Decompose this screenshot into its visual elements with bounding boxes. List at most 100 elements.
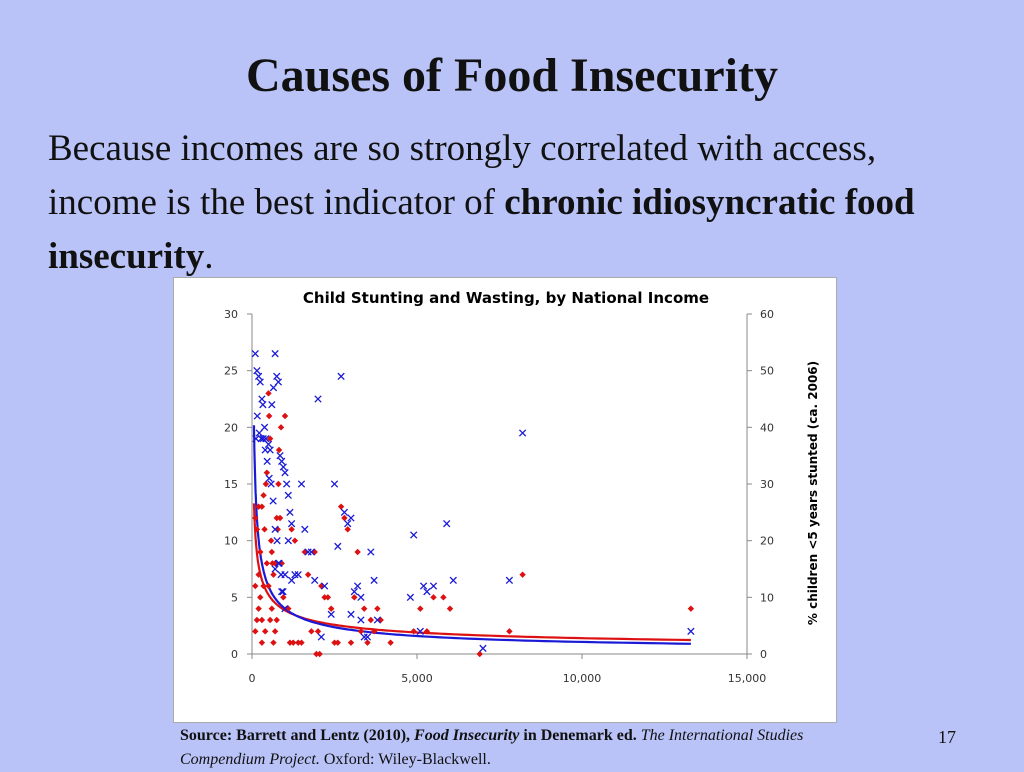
x-marker [278, 588, 286, 596]
x-marker [317, 633, 325, 641]
diamond-marker [261, 526, 268, 533]
diamond-marker [374, 605, 381, 612]
x-marker [259, 401, 267, 409]
diamond-marker [351, 594, 358, 601]
x-tick-label: 10,000 [563, 672, 602, 685]
body-text-intro: Because incomes are so strongly correlat… [48, 128, 877, 223]
diamond-marker [308, 628, 315, 635]
x-marker [273, 537, 281, 545]
diamond-marker [273, 514, 280, 522]
source-title: Food Insecurity [414, 727, 520, 744]
x-marker [271, 525, 279, 533]
x-marker [360, 633, 368, 641]
x-marker [259, 435, 267, 443]
diamond-marker [687, 605, 695, 612]
diamond-marker [367, 616, 374, 624]
x-marker [304, 548, 312, 556]
x-marker [423, 588, 431, 596]
y-tick-label: 0 [231, 648, 238, 661]
diamond-marker [440, 594, 447, 601]
diamond-marker [262, 480, 270, 488]
body-text-end: . [204, 236, 214, 277]
x-marker [357, 616, 365, 624]
x-marker [443, 520, 451, 528]
diamond-marker [347, 639, 355, 646]
x-marker [357, 593, 365, 601]
diamond-marker [257, 594, 264, 601]
x-marker [254, 372, 263, 380]
diamond-marker [316, 650, 323, 658]
x-marker [314, 395, 322, 403]
x-marker [252, 435, 260, 443]
diamond-marker [260, 492, 267, 499]
y2-tick-label: 40 [760, 421, 774, 434]
x-marker [449, 576, 457, 584]
diamond-marker [266, 616, 274, 624]
diamond-marker [275, 480, 282, 488]
y-tick-label: 5 [231, 591, 238, 604]
diamond-marker [266, 435, 274, 442]
source-suffix: Oxford: Wiley-Blackwell. [319, 751, 491, 768]
diamond-marker [262, 628, 269, 635]
diamond-marker [344, 526, 351, 533]
x-marker [279, 463, 288, 471]
diamond-marker [258, 616, 266, 624]
x-marker [363, 633, 372, 641]
diamond-marker [361, 605, 368, 612]
diamond-marker [446, 605, 454, 612]
diamond-marker [364, 639, 371, 646]
diamond-marker [268, 548, 275, 556]
diamond-marker [417, 605, 424, 612]
x-marker [350, 588, 358, 596]
x-marker [353, 582, 362, 590]
diamond-marker [263, 469, 271, 476]
x-marker [261, 446, 269, 454]
diamond-marker [311, 548, 318, 556]
x-marker [337, 372, 345, 380]
x-tick-label: 5,000 [401, 672, 433, 685]
x-marker [347, 610, 355, 618]
diamond-marker [265, 412, 273, 420]
y2-tick-label: 60 [760, 308, 774, 321]
y-tick-label: 15 [224, 478, 238, 491]
y2-tick-label: 20 [760, 535, 774, 548]
diamond-marker [313, 650, 320, 658]
x-marker [287, 520, 296, 528]
x-marker [687, 627, 695, 635]
x-marker [416, 627, 424, 635]
y2-tick-label: 30 [760, 478, 774, 491]
x-marker [258, 395, 266, 403]
data-points [251, 350, 695, 658]
diamond-marker [334, 639, 341, 646]
y-tick-label: 10 [224, 535, 238, 548]
x-marker [311, 576, 319, 584]
diamond-marker [430, 594, 437, 601]
diamond-marker [255, 605, 262, 612]
diamond-marker [265, 390, 272, 397]
x-marker [265, 474, 273, 482]
diamond-marker [318, 582, 325, 590]
x-marker [276, 452, 284, 460]
diamond-marker [476, 650, 483, 658]
x-marker [307, 548, 316, 556]
x-marker [257, 435, 265, 443]
diamond-marker [519, 571, 526, 578]
x-marker [271, 350, 279, 358]
diamond-marker [291, 537, 299, 544]
x-marker [284, 491, 292, 499]
x-marker [279, 588, 287, 596]
x-marker [267, 480, 275, 488]
x-marker [330, 480, 339, 488]
x-tick-label: 15,000 [728, 672, 767, 685]
scatter-chart: Child Stunting and Wasting, by National … [224, 289, 820, 685]
chart-panel: Child Stunting and Wasting, by National … [173, 277, 837, 723]
trend-lines [252, 425, 691, 645]
x-marker [274, 559, 283, 567]
x-marker [294, 571, 302, 579]
x-marker [255, 429, 263, 437]
diamond-marker [252, 514, 259, 522]
x-marker [297, 480, 306, 488]
chart-title: Child Stunting and Wasting, by National … [303, 289, 709, 307]
x-marker [291, 571, 299, 579]
y-tick-label: 20 [224, 421, 238, 434]
